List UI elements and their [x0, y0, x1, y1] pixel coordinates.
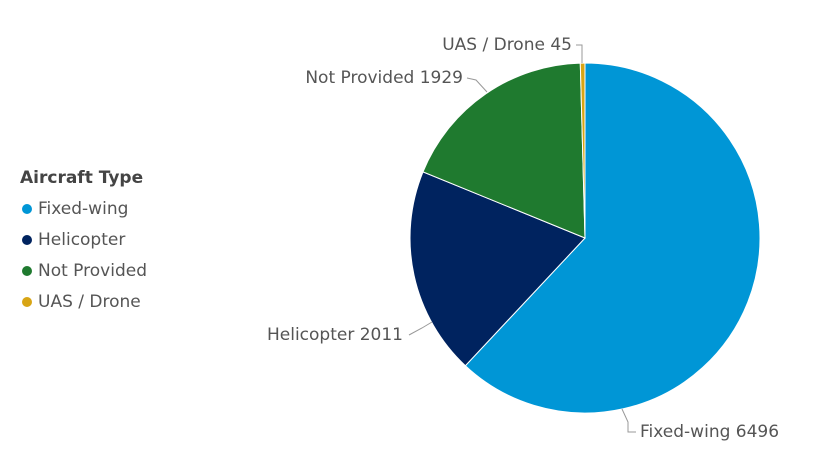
data-label-value: 6496 — [736, 422, 779, 442]
legend-marker — [22, 235, 32, 245]
data-label-category: Helicopter — [267, 325, 354, 345]
leader-line — [408, 321, 433, 336]
pie-slice — [579, 62, 586, 239]
leader-line — [621, 408, 636, 433]
pie-slice — [422, 62, 586, 239]
legend-label: Helicopter — [38, 230, 125, 250]
leader-line — [576, 44, 583, 63]
data-label-value: 1929 — [420, 68, 463, 88]
data-label: UAS / Drone 45 — [442, 35, 572, 55]
legend-title: Aircraft Type — [20, 168, 143, 188]
data-label: Helicopter 2011 — [267, 325, 403, 345]
data-label-category: Not Provided — [305, 68, 414, 88]
data-label-value: 45 — [550, 35, 572, 55]
legend-label: Fixed-wing — [38, 199, 128, 219]
data-label-value: 2011 — [360, 325, 403, 345]
pie-slice — [464, 62, 761, 414]
legend-marker — [22, 266, 32, 276]
legend-marker — [22, 204, 32, 214]
data-label-category: UAS / Drone — [442, 35, 545, 55]
legend-label: UAS / Drone — [38, 292, 141, 312]
legend-label: Not Provided — [38, 261, 147, 281]
legend-marker — [22, 297, 32, 307]
leader-line — [466, 77, 488, 93]
data-label-category: Fixed-wing — [640, 422, 730, 442]
data-label: Not Provided 1929 — [305, 68, 463, 88]
data-label: Fixed-wing 6496 — [640, 422, 779, 442]
